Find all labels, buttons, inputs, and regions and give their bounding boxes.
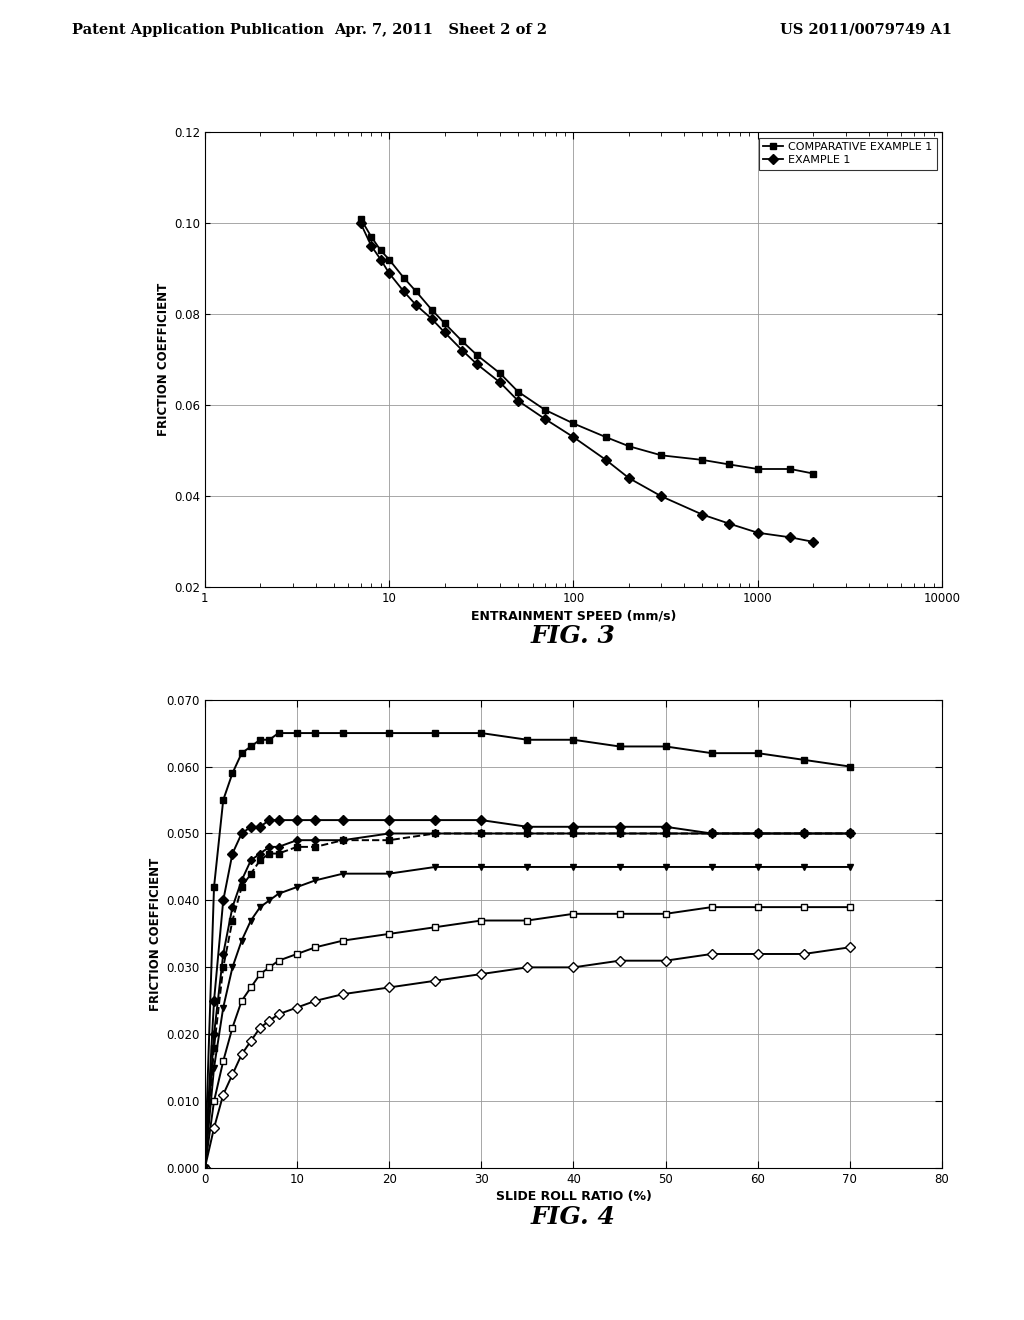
Text: Patent Application Publication: Patent Application Publication [72,22,324,37]
COMPARATIVE EXAMPLE 1 [471,347,483,363]
COMPARATIVE EXAMPLE 1 [354,211,367,227]
EXAMPLE 1 [438,325,451,341]
EXAMPLE 1 [375,252,387,268]
COMPARATIVE EXAMPLE 1 [696,451,709,467]
COMPARATIVE EXAMPLE 1 [375,243,387,259]
X-axis label: ENTRAINMENT SPEED (mm/s): ENTRAINMENT SPEED (mm/s) [471,610,676,623]
COMPARATIVE EXAMPLE 1 [383,252,395,268]
EXAMPLE 1 [410,297,422,313]
EXAMPLE 1 [567,429,580,445]
EXAMPLE 1 [366,238,378,253]
EXAMPLE 1 [539,411,551,426]
COMPARATIVE EXAMPLE 1 [600,429,612,445]
Line: EXAMPLE 1: EXAMPLE 1 [357,219,817,545]
Y-axis label: FRICTION COEFFICIENT: FRICTION COEFFICIENT [157,282,170,437]
EXAMPLE 1 [723,516,735,532]
COMPARATIVE EXAMPLE 1 [752,461,764,477]
EXAMPLE 1 [784,529,797,545]
EXAMPLE 1 [457,343,469,359]
COMPARATIVE EXAMPLE 1 [723,457,735,473]
COMPARATIVE EXAMPLE 1 [425,302,437,318]
COMPARATIVE EXAMPLE 1 [807,466,819,482]
EXAMPLE 1 [471,356,483,372]
COMPARATIVE EXAMPLE 1 [457,334,469,350]
Line: COMPARATIVE EXAMPLE 1: COMPARATIVE EXAMPLE 1 [357,215,817,477]
Text: US 2011/0079749 A1: US 2011/0079749 A1 [780,22,952,37]
Y-axis label: FRICTION COEFFICIENT: FRICTION COEFFICIENT [150,857,163,1011]
COMPARATIVE EXAMPLE 1 [494,366,506,381]
COMPARATIVE EXAMPLE 1 [623,438,635,454]
Text: Apr. 7, 2011   Sheet 2 of 2: Apr. 7, 2011 Sheet 2 of 2 [334,22,547,37]
COMPARATIVE EXAMPLE 1 [567,416,580,432]
EXAMPLE 1 [807,533,819,549]
Legend: COMPARATIVE EXAMPLE 1, EXAMPLE 1: COMPARATIVE EXAMPLE 1, EXAMPLE 1 [759,137,937,170]
X-axis label: SLIDE ROLL RATIO (%): SLIDE ROLL RATIO (%) [496,1191,651,1204]
EXAMPLE 1 [752,525,764,541]
COMPARATIVE EXAMPLE 1 [438,315,451,331]
COMPARATIVE EXAMPLE 1 [410,284,422,300]
EXAMPLE 1 [623,470,635,486]
EXAMPLE 1 [696,507,709,523]
Text: FIG. 3: FIG. 3 [531,624,615,648]
EXAMPLE 1 [425,310,437,326]
EXAMPLE 1 [494,375,506,391]
EXAMPLE 1 [600,451,612,467]
EXAMPLE 1 [383,265,395,281]
EXAMPLE 1 [397,284,410,300]
EXAMPLE 1 [354,215,367,231]
EXAMPLE 1 [512,393,524,409]
COMPARATIVE EXAMPLE 1 [512,384,524,400]
COMPARATIVE EXAMPLE 1 [366,228,378,244]
COMPARATIVE EXAMPLE 1 [397,269,410,285]
COMPARATIVE EXAMPLE 1 [784,461,797,477]
Text: FIG. 4: FIG. 4 [531,1205,615,1229]
EXAMPLE 1 [655,488,668,504]
COMPARATIVE EXAMPLE 1 [539,401,551,417]
COMPARATIVE EXAMPLE 1 [655,447,668,463]
